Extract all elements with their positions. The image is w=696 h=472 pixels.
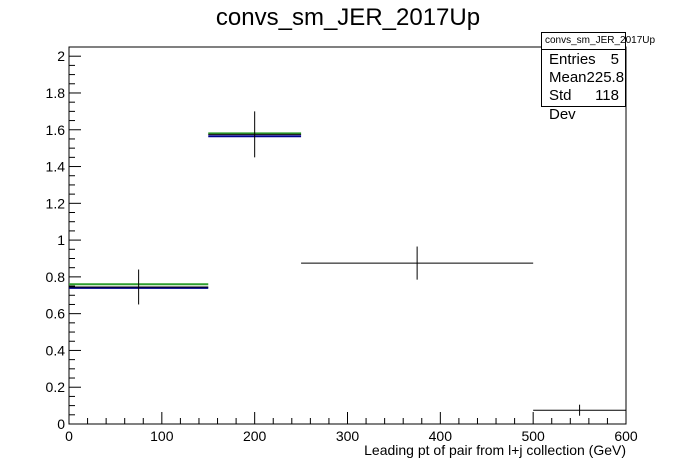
stats-mean-value: 225.8 bbox=[586, 69, 625, 86]
chart-title: convs_sm_JER_2017Up bbox=[215, 4, 481, 31]
stats-std-row: Std Dev 118 bbox=[542, 86, 625, 123]
stats-mean-label: Mean bbox=[549, 69, 587, 86]
x-tick-label: 100 bbox=[150, 428, 174, 444]
stats-entries-value: 5 bbox=[610, 51, 619, 68]
y-tick-label: 1.4 bbox=[46, 159, 66, 175]
stats-mean-row: Mean 225.8 bbox=[542, 68, 625, 86]
y-tick-label: 1.2 bbox=[46, 195, 66, 211]
stats-entries-label: Entries bbox=[549, 51, 596, 68]
stats-entries-row: Entries 5 bbox=[542, 50, 625, 68]
x-tick-label: 300 bbox=[336, 428, 360, 444]
y-tick-label: 1.6 bbox=[46, 122, 66, 138]
x-tick-label: 200 bbox=[243, 428, 267, 444]
y-tick-label: 1 bbox=[57, 232, 65, 248]
y-tick-label: 0.8 bbox=[46, 269, 66, 285]
stats-box: convs_sm_JER_2017Up Entries 5 Mean 225.8… bbox=[541, 32, 655, 123]
x-axis-label: Leading pt of pair from l+j collection (… bbox=[364, 442, 626, 458]
y-tick-label: 1.8 bbox=[46, 85, 66, 101]
y-tick-label: 0.2 bbox=[46, 379, 66, 395]
stats-box-title: convs_sm_JER_2017Up bbox=[542, 33, 655, 50]
stats-std-value: 118 bbox=[595, 87, 619, 104]
x-tick-label: 500 bbox=[521, 428, 545, 444]
y-tick-label: 0.4 bbox=[46, 342, 66, 358]
y-tick-label: 2 bbox=[57, 48, 65, 64]
y-tick-label: 0 bbox=[57, 416, 65, 432]
y-tick-label: 0.6 bbox=[46, 306, 66, 322]
x-tick-label: 400 bbox=[429, 428, 453, 444]
x-tick-label: 600 bbox=[614, 428, 638, 444]
stats-std-label: Std Dev bbox=[549, 87, 576, 123]
x-tick-label: 0 bbox=[65, 428, 73, 444]
